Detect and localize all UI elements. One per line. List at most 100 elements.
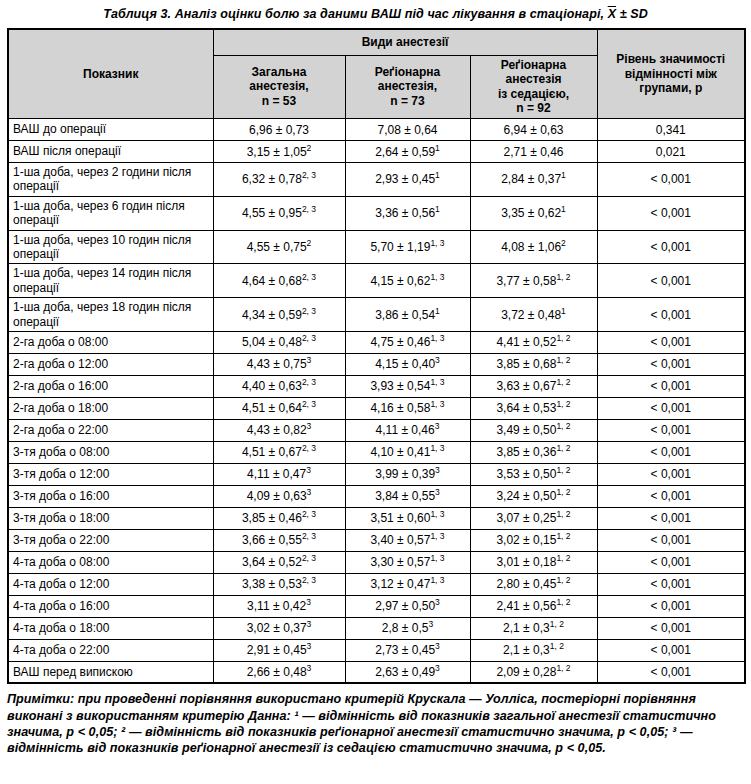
table-row: 3-тя доба о 16:004,09 ± 0,6333,84 ± 0,55… <box>8 485 745 507</box>
significance-superscript: 2, 3 <box>302 575 316 585</box>
p-value-cell: 0,021 <box>597 141 745 163</box>
p-value-cell: < 0,001 <box>597 463 745 485</box>
significance-superscript: 2 <box>307 238 312 248</box>
value-cell: 3,40 ± 0,571, 3 <box>345 529 470 551</box>
value-cell: 3,24 ± 0,501, 2 <box>470 485 597 507</box>
value-cell: 4,08 ± 1,062 <box>470 230 597 264</box>
value-cell: 4,15 ± 0,621, 3 <box>345 264 470 298</box>
value-cell: 2,09 ± 0,281, 2 <box>470 661 597 683</box>
table-row: 1-ша доба, через 18 годин після операції… <box>8 298 745 332</box>
significance-superscript: 1, 2 <box>556 443 570 453</box>
row-indicator-label: 4-та доба о 18:00 <box>8 617 213 639</box>
table-row: 4-та доба о 16:003,11 ± 0,4232,97 ± 0,50… <box>8 595 745 617</box>
significance-superscript: 3 <box>306 597 311 607</box>
value-cell: 4,51 ± 0,672, 3 <box>213 441 345 463</box>
p-value-cell: < 0,001 <box>597 485 745 507</box>
value-cell: 6,32 ± 0,782, 3 <box>213 163 345 197</box>
value-cell: 3,64 ± 0,522, 3 <box>213 551 345 573</box>
value-cell: 2,71 ± 0,46 <box>470 141 597 163</box>
p-value-cell: < 0,001 <box>597 230 745 264</box>
value-cell: 2,1 ± 0,31, 2 <box>470 639 597 661</box>
row-indicator-label: 1-ша доба, через 2 години після операції <box>8 163 213 197</box>
row-indicator-label: 1-ша доба, через 18 годин після операції <box>8 298 213 332</box>
table-row: 3-тя доба о 22:003,66 ± 0,552, 33,40 ± 0… <box>8 529 745 551</box>
row-indicator-label: 4-та доба о 08:00 <box>8 551 213 573</box>
header-anesthesia-types: Види анестезії <box>213 29 597 55</box>
significance-superscript: 1, 3 <box>430 377 444 387</box>
value-cell: 3,02 ± 0,373 <box>213 617 345 639</box>
significance-superscript: 2, 3 <box>302 306 316 316</box>
p-value-cell: < 0,001 <box>597 264 745 298</box>
value-cell: 3,66 ± 0,552, 3 <box>213 529 345 551</box>
significance-superscript: 1, 2 <box>556 553 570 563</box>
value-cell: 3,12 ± 0,471, 3 <box>345 573 470 595</box>
value-cell: 4,43 ± 0,823 <box>213 419 345 441</box>
value-cell: 3,86 ± 0,541 <box>345 298 470 332</box>
significance-superscript: 1, 2 <box>556 509 570 519</box>
value-cell: 3,53 ± 0,501, 2 <box>470 463 597 485</box>
significance-superscript: 1, 2 <box>556 272 570 282</box>
header-regional-anesthesia: Реґіонарна анестезія, n = 73 <box>345 55 470 119</box>
p-value-cell: < 0,001 <box>597 441 745 463</box>
significance-superscript: 1, 3 <box>430 575 444 585</box>
significance-superscript: 1, 2 <box>556 377 570 387</box>
significance-superscript: 2, 3 <box>302 333 316 343</box>
value-cell: 3,93 ± 0,541, 3 <box>345 375 470 397</box>
significance-superscript: 1, 3 <box>430 531 444 541</box>
table-row: 2-га доба о 22:004,43 ± 0,8234,11 ± 0,46… <box>8 419 745 441</box>
value-cell: 6,96 ± 0,73 <box>213 119 345 141</box>
header-indicator: Показник <box>8 29 213 119</box>
row-indicator-label: 3-тя доба о 12:00 <box>8 463 213 485</box>
value-cell: 3,36 ± 0,561 <box>345 196 470 230</box>
mean-symbol: X <box>608 7 616 21</box>
significance-superscript: 1, 2 <box>556 465 570 475</box>
table-row: 4-та доба о 22:002,91 ± 0,4532,73 ± 0,45… <box>8 639 745 661</box>
value-cell: 2,84 ± 0,371 <box>470 163 597 197</box>
significance-superscript: 2, 3 <box>302 553 316 563</box>
value-cell: 2,64 ± 0,591 <box>345 141 470 163</box>
p-value-cell: < 0,001 <box>597 551 745 573</box>
significance-superscript: 2 <box>307 143 312 153</box>
significance-superscript: 3 <box>435 641 440 651</box>
table-title-text: Таблиця 3. Аналіз оцінки болю за даними … <box>103 7 604 21</box>
value-cell: 4,55 ± 0,952, 3 <box>213 196 345 230</box>
table-row: 2-га доба о 08:005,04 ± 0,482, 34,75 ± 0… <box>8 331 745 353</box>
header-general-anesthesia: Загальна анестезія, n = 53 <box>213 55 345 119</box>
significance-superscript: 1, 2 <box>550 641 564 651</box>
row-indicator-label: 2-га доба о 22:00 <box>8 419 213 441</box>
value-cell: 2,91 ± 0,453 <box>213 639 345 661</box>
value-cell: 3,30 ± 0,571, 3 <box>345 551 470 573</box>
row-indicator-label: 1-ша доба, через 10 годин після операції <box>8 230 213 264</box>
row-indicator-label: 4-та доба о 16:00 <box>8 595 213 617</box>
significance-superscript: 1 <box>435 170 440 180</box>
value-cell: 4,43 ± 0,753 <box>213 353 345 375</box>
value-cell: 4,09 ± 0,633 <box>213 485 345 507</box>
value-cell: 3,85 ± 0,681, 2 <box>470 353 597 375</box>
p-value-cell: < 0,001 <box>597 639 745 661</box>
table-row: 1-ша доба, через 10 годин після операції… <box>8 230 745 264</box>
significance-superscript: 1 <box>435 143 440 153</box>
document-page: Таблиця 3. Аналіз оцінки болю за даними … <box>0 0 751 784</box>
p-value-cell: < 0,001 <box>597 196 745 230</box>
significance-superscript: 1, 2 <box>556 355 570 365</box>
significance-superscript: 1, 2 <box>556 663 570 673</box>
p-value-cell: < 0,001 <box>597 661 745 683</box>
value-cell: 2,93 ± 0,451 <box>345 163 470 197</box>
value-cell: 2,66 ± 0,483 <box>213 661 345 683</box>
value-cell: 3,64 ± 0,531, 2 <box>470 397 597 419</box>
value-cell: 4,41 ± 0,521, 2 <box>470 331 597 353</box>
table-row: 4-та доба о 18:003,02 ± 0,3732,8 ± 0,532… <box>8 617 745 639</box>
value-cell: 3,63 ± 0,671, 2 <box>470 375 597 397</box>
significance-superscript: 1, 3 <box>430 443 444 453</box>
significance-superscript: 1, 3 <box>430 333 444 343</box>
significance-superscript: 3 <box>307 355 312 365</box>
footnote: Примітки: при проведенні порівняння вико… <box>7 691 744 755</box>
significance-superscript: 2, 3 <box>302 204 316 214</box>
significance-superscript: 2, 3 <box>302 399 316 409</box>
row-indicator-label: 4-та доба о 22:00 <box>8 639 213 661</box>
row-indicator-label: 1-ша доба, через 6 годин після операції <box>8 196 213 230</box>
p-value-cell: 0,341 <box>597 119 745 141</box>
value-cell: 3,85 ± 0,462, 3 <box>213 507 345 529</box>
significance-superscript: 1, 2 <box>550 619 564 629</box>
significance-superscript: 3 <box>306 465 311 475</box>
